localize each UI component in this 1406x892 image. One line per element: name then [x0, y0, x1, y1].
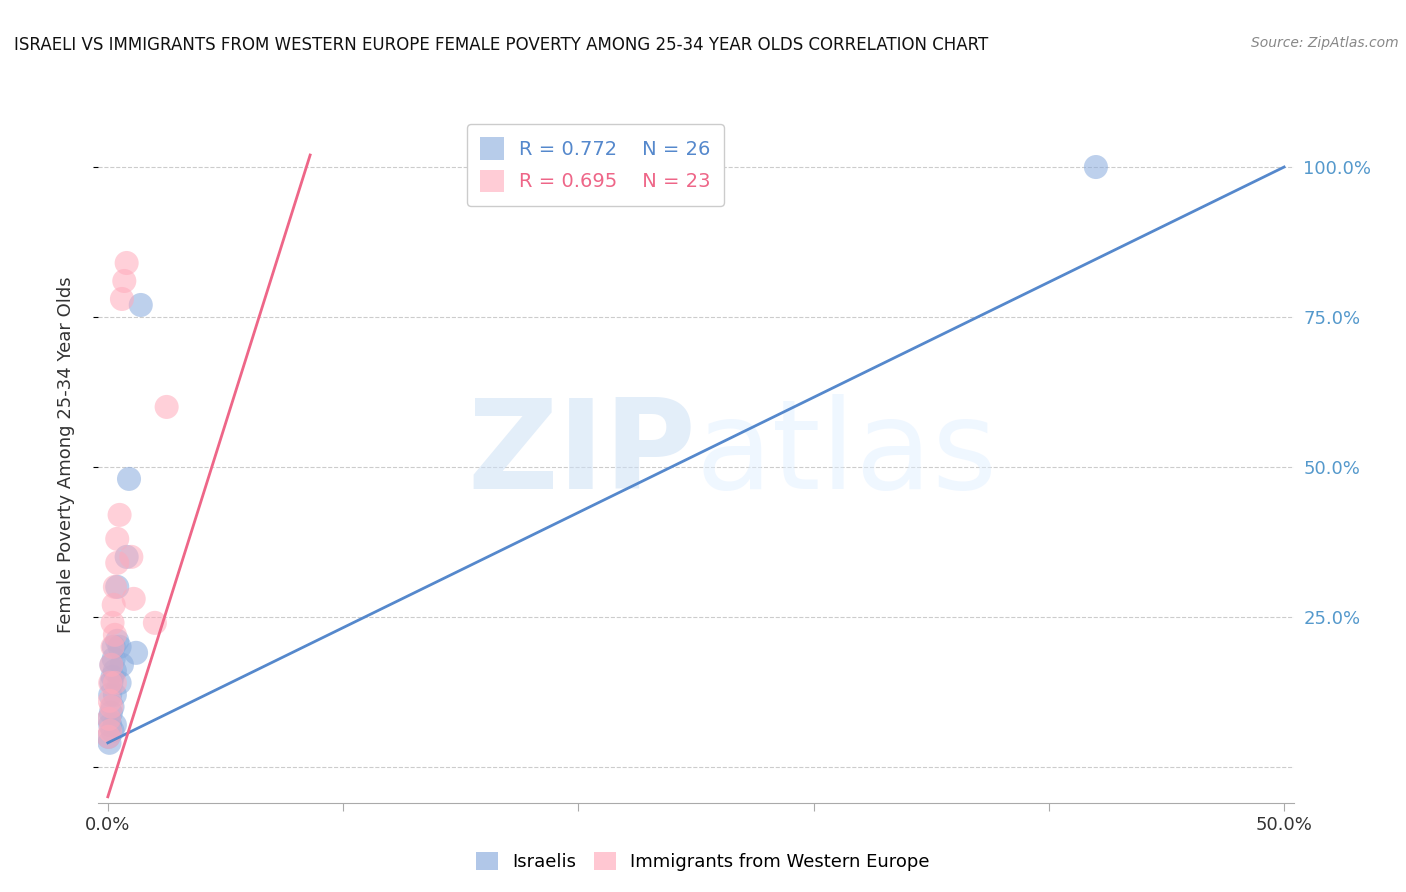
- Point: [143, 615, 166, 630]
- Point: [98, 688, 121, 702]
- Point: [100, 676, 122, 690]
- Point: [100, 706, 122, 720]
- Point: [103, 640, 125, 654]
- Point: [104, 676, 127, 690]
- Point: [100, 657, 122, 672]
- Text: Source: ZipAtlas.com: Source: ZipAtlas.com: [1251, 36, 1399, 50]
- Point: [1084, 160, 1107, 174]
- Point: [97, 730, 120, 744]
- Point: [104, 628, 127, 642]
- Point: [101, 640, 124, 654]
- Point: [98, 694, 121, 708]
- Point: [98, 676, 121, 690]
- Text: ISRAELI VS IMMIGRANTS FROM WESTERN EUROPE FEMALE POVERTY AMONG 25-34 YEAR OLDS C: ISRAELI VS IMMIGRANTS FROM WESTERN EUROP…: [14, 36, 988, 54]
- Point: [97, 730, 120, 744]
- Point: [98, 736, 121, 750]
- Point: [101, 699, 124, 714]
- Point: [118, 472, 141, 486]
- Point: [104, 664, 127, 678]
- Point: [98, 718, 121, 732]
- Point: [115, 256, 138, 270]
- Point: [105, 580, 128, 594]
- Point: [103, 598, 125, 612]
- Point: [120, 549, 142, 564]
- Point: [111, 292, 134, 306]
- Point: [101, 670, 124, 684]
- Point: [122, 591, 145, 606]
- Legend: Israelis, Immigrants from Western Europe: Israelis, Immigrants from Western Europe: [468, 845, 938, 879]
- Point: [105, 633, 128, 648]
- Point: [104, 580, 127, 594]
- Y-axis label: Female Poverty Among 25-34 Year Olds: Female Poverty Among 25-34 Year Olds: [56, 277, 75, 633]
- Point: [129, 298, 152, 312]
- Point: [108, 508, 131, 522]
- Point: [98, 723, 121, 738]
- Point: [108, 676, 131, 690]
- Point: [104, 688, 127, 702]
- Point: [103, 652, 125, 666]
- Legend: R = 0.772    N = 26, R = 0.695    N = 23: R = 0.772 N = 26, R = 0.695 N = 23: [467, 124, 724, 205]
- Point: [101, 615, 124, 630]
- Point: [111, 657, 134, 672]
- Point: [125, 646, 148, 660]
- Text: atlas: atlas: [696, 394, 998, 516]
- Point: [98, 712, 121, 726]
- Point: [105, 556, 128, 570]
- Point: [104, 718, 127, 732]
- Point: [108, 640, 131, 654]
- Point: [105, 532, 128, 546]
- Point: [101, 723, 124, 738]
- Point: [115, 549, 138, 564]
- Point: [112, 274, 135, 288]
- Point: [100, 657, 122, 672]
- Point: [100, 699, 122, 714]
- Text: ZIP: ZIP: [467, 394, 696, 516]
- Point: [156, 400, 179, 414]
- Point: [98, 712, 121, 726]
